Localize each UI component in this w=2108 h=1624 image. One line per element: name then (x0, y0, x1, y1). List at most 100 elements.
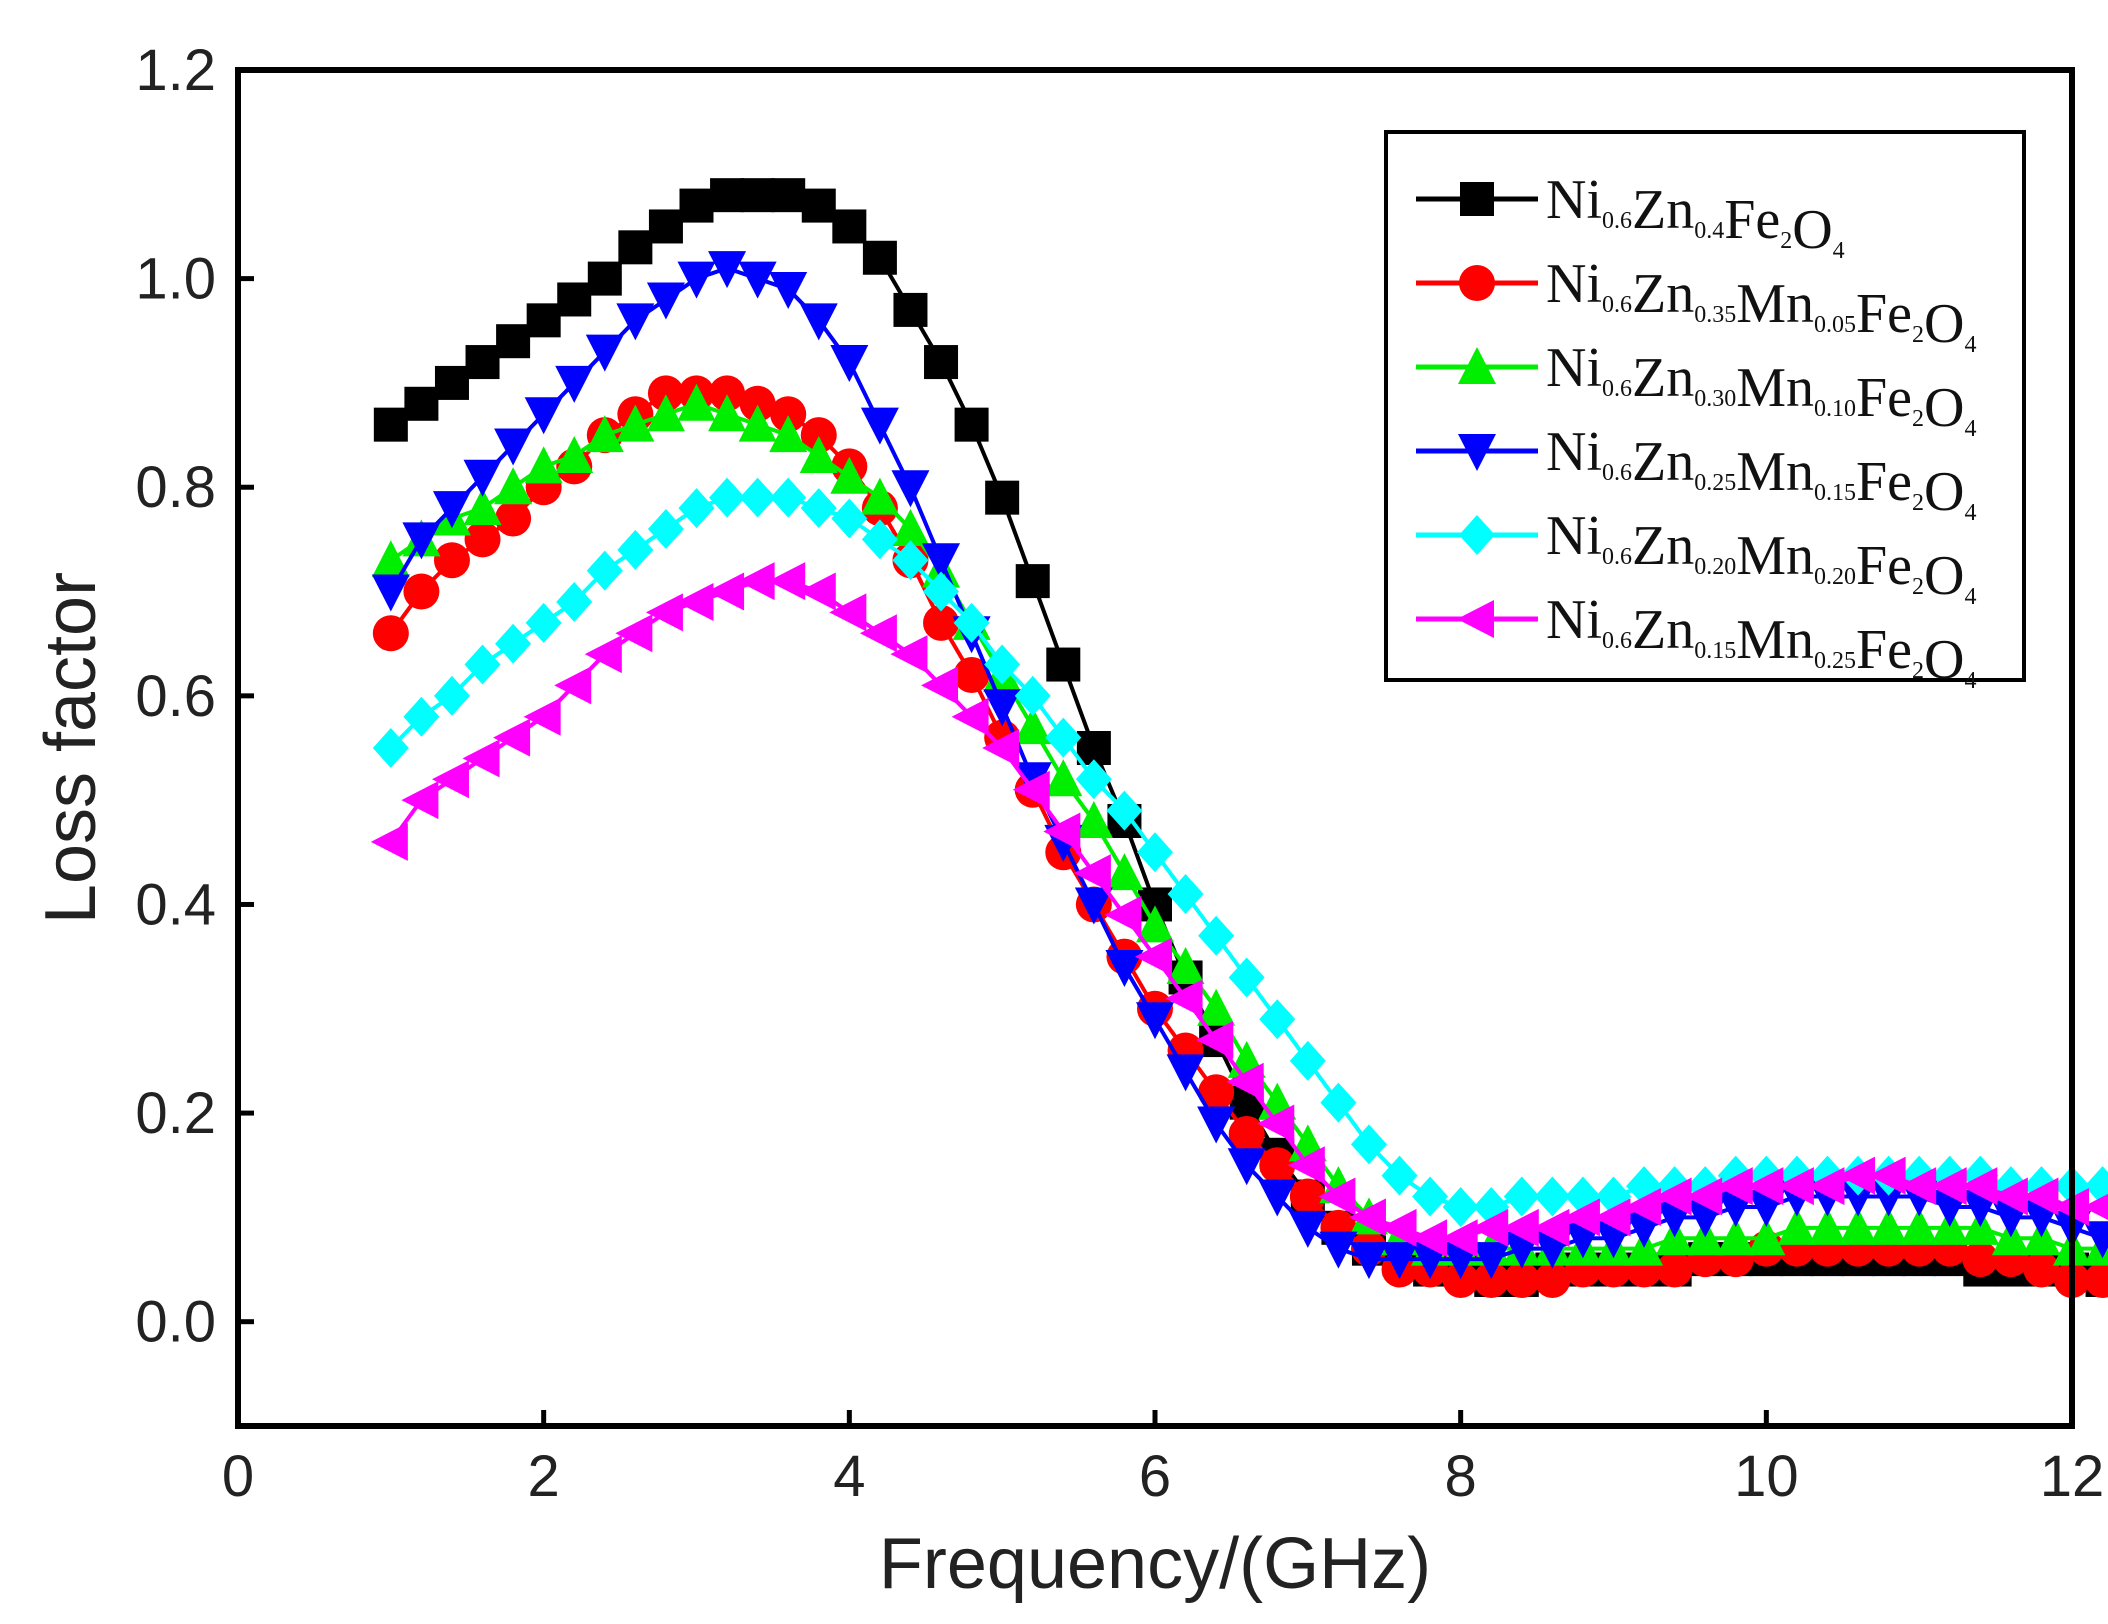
y-axis-title: Loss factor (31, 572, 111, 924)
data-point (769, 272, 808, 310)
data-point (402, 522, 441, 560)
data-point (891, 508, 930, 546)
data-point (1167, 874, 1204, 915)
data-point (1166, 947, 1205, 985)
data-point (1043, 812, 1081, 851)
data-point (433, 542, 470, 579)
data-point (800, 488, 837, 529)
y-tick-label: 0.0 (135, 1290, 216, 1355)
data-point (1137, 832, 1173, 873)
data-point (524, 446, 563, 484)
data-point (921, 666, 959, 705)
x-tick-label: 2 (528, 1444, 560, 1509)
data-point (372, 728, 409, 768)
data-point (1015, 564, 1050, 599)
x-tick-label: 10 (1734, 1444, 1799, 1509)
data-point (1348, 1198, 1386, 1237)
data-point (465, 345, 500, 380)
data-point (800, 417, 837, 454)
axes: 0 2 4 6 8 10 12 0.0 0.2 0.4 0.6 0.8 1.0 1.2 (135, 38, 2104, 1509)
data-point (1808, 1207, 1847, 1245)
data-point (496, 324, 531, 359)
legend-marker (1458, 434, 1496, 471)
data-point (1471, 1208, 1509, 1247)
data-point (953, 656, 990, 693)
data-point (860, 407, 899, 445)
data-point (462, 739, 500, 778)
data-point (1900, 1207, 1939, 1245)
data-point (1073, 854, 1111, 893)
data-point (1715, 1167, 1753, 1206)
data-point (1104, 895, 1142, 934)
legend-label: Ni0.6Zn0.15Mn0.25Fe2O4 (1546, 589, 1976, 694)
data-point (1381, 1155, 1418, 1196)
data-point (891, 470, 930, 508)
data-point (953, 602, 990, 643)
data-point (463, 459, 502, 497)
data-point (2084, 1166, 2108, 1207)
data-point (1534, 1176, 1571, 1217)
data-point (1777, 1207, 1816, 1245)
data-point (1350, 1124, 1387, 1165)
data-point (556, 581, 593, 622)
data-point (433, 675, 470, 716)
data-point (1349, 1242, 1388, 1280)
data-point (1319, 1231, 1358, 1269)
data-point (1562, 1198, 1600, 1237)
data-point (771, 178, 806, 213)
data-point (1013, 707, 1052, 745)
data-point (432, 491, 471, 529)
data-point (859, 614, 897, 653)
data-point (493, 718, 531, 757)
data-point (1228, 1115, 1265, 1152)
data-point (1503, 1261, 1540, 1298)
data-point (1106, 790, 1143, 831)
data-point (707, 572, 745, 611)
data-point (1197, 1106, 1236, 1144)
data-point (678, 488, 715, 529)
data-point (1929, 1167, 1967, 1206)
data-point (1320, 1082, 1357, 1123)
legend-marker (1458, 347, 1496, 384)
data-point (1014, 675, 1051, 716)
data-point (951, 697, 989, 736)
data-point (1012, 770, 1050, 809)
data-point (923, 604, 960, 641)
legend-item: Ni0.6Zn0.4Fe2O4 (1416, 169, 1845, 264)
data-point (616, 404, 655, 442)
data-point (1716, 1218, 1755, 1256)
data-point (373, 407, 408, 442)
data-point (1228, 957, 1265, 998)
data-point (403, 696, 440, 737)
data-point (1259, 999, 1296, 1040)
data-point (647, 508, 684, 549)
data-point (557, 282, 592, 317)
data-point (617, 529, 654, 570)
data-point (830, 456, 869, 494)
data-point (1869, 1207, 1908, 1245)
legend-marker (1459, 265, 1495, 301)
y-tick-label: 0.4 (135, 872, 216, 937)
data-point (1962, 1241, 1999, 1278)
data-point (1075, 759, 1112, 800)
data-point (1899, 1167, 1937, 1206)
data-point (1105, 853, 1144, 891)
data-point (646, 394, 685, 432)
data-point (1442, 1186, 1479, 1227)
data-point (892, 540, 929, 581)
y-tick-label: 1.2 (135, 38, 216, 103)
data-point (769, 415, 808, 453)
data-point (799, 303, 838, 341)
data-point (1472, 1242, 1511, 1280)
data-point (739, 477, 776, 518)
data-point (677, 383, 716, 421)
data-point (1440, 1219, 1478, 1258)
data-point (647, 375, 684, 412)
data-point (1196, 1021, 1234, 1060)
data-point (464, 644, 501, 685)
data-point (524, 397, 563, 435)
legend-label: Ni0.6Zn0.35Mn0.05Fe2O4 (1546, 253, 1976, 358)
data-point (1197, 988, 1236, 1026)
legend-label: Ni0.6Zn0.20Mn0.20Fe2O4 (1546, 505, 1976, 610)
